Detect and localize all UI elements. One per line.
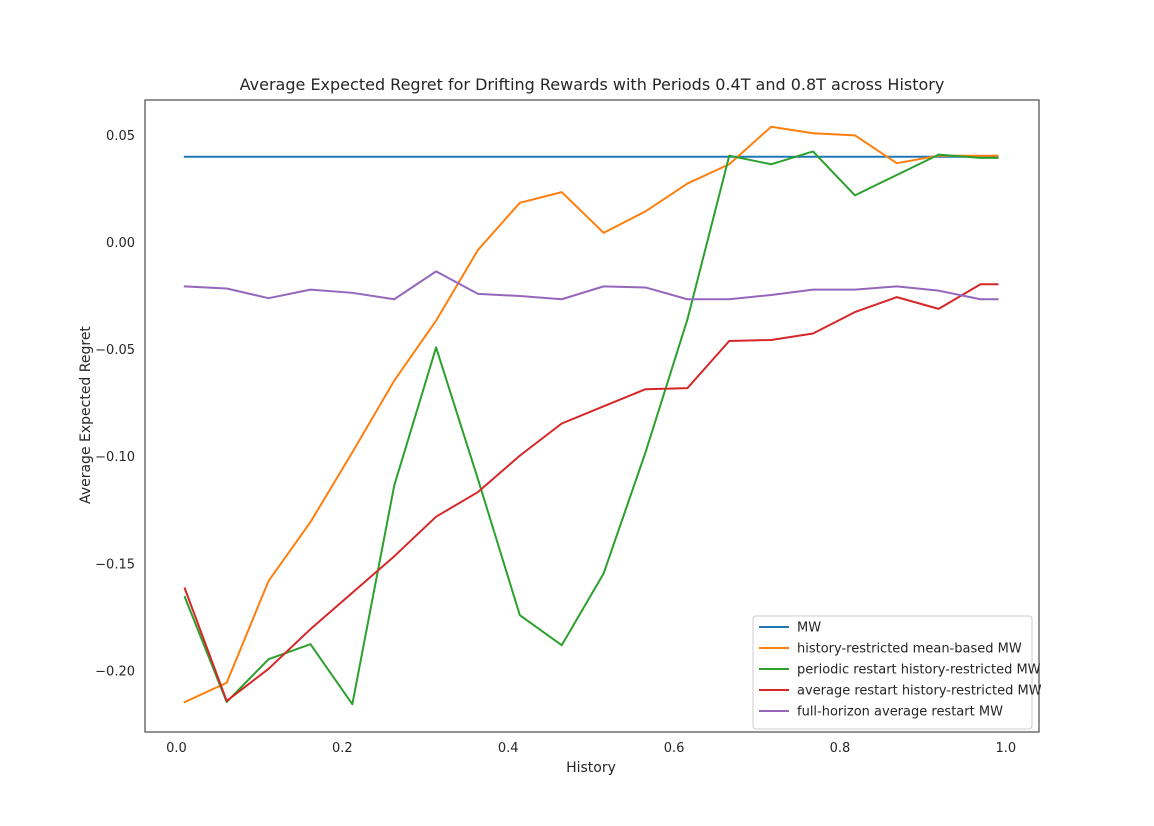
legend-label-5: full-horizon average restart MW bbox=[797, 705, 1003, 720]
x-axis-label: History bbox=[566, 760, 616, 776]
y-tick-label: −0.05 bbox=[95, 343, 135, 358]
legend: MW history-restricted mean-based MW period… bbox=[752, 615, 1042, 730]
x-tick-label: 0.2 bbox=[332, 741, 353, 756]
y-tick-label: −0.20 bbox=[95, 664, 135, 679]
x-tick-label: 0.4 bbox=[498, 741, 519, 756]
x-tick-label: 0.0 bbox=[166, 741, 187, 756]
series-line-4 bbox=[183, 283, 999, 702]
legend-label-1: MW bbox=[797, 621, 821, 636]
legend-label-4: average restart history-restricted MW bbox=[797, 684, 1042, 699]
chart-title: Average Expected Regret for Drifting Rew… bbox=[240, 75, 945, 94]
x-tick-label: 1.0 bbox=[995, 741, 1016, 756]
series-line-2 bbox=[183, 125, 999, 704]
x-tick-label: 0.8 bbox=[830, 741, 851, 756]
y-tick-label: 0.00 bbox=[106, 236, 135, 251]
y-axis-label: Average Expected Regret bbox=[78, 326, 94, 504]
y-tick-label: −0.15 bbox=[95, 557, 135, 572]
legend-label-3: periodic restart history-restricted MW bbox=[797, 663, 1041, 678]
legend-box bbox=[752, 615, 1033, 730]
series-line-5 bbox=[183, 270, 999, 301]
y-tick-label: −0.10 bbox=[95, 450, 135, 465]
x-tick-label: 0.6 bbox=[664, 741, 685, 756]
y-tick-label: 0.05 bbox=[106, 129, 135, 144]
legend-label-2: history-restricted mean-based MW bbox=[797, 642, 1022, 657]
series-line-3 bbox=[183, 150, 999, 706]
